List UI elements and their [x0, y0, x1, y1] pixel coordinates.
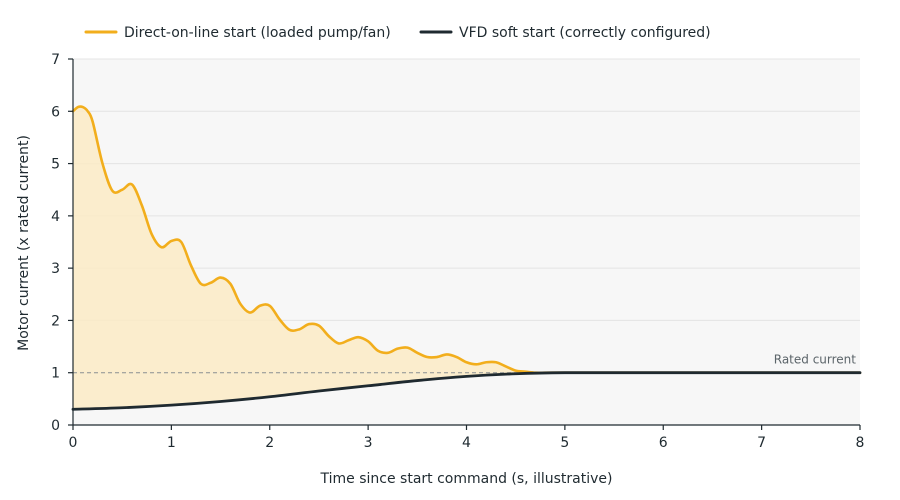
y-tick-label-4: 4 [51, 209, 60, 225]
x-tick-label-6: 6 [659, 435, 668, 451]
x-tick-label-1: 1 [167, 435, 176, 451]
x-tick-label-2: 2 [265, 435, 274, 451]
series-lines [71, 105, 862, 411]
legend-label-1: VFD soft start (correctly configured) [459, 25, 711, 41]
x-tick-label-8: 8 [856, 435, 865, 451]
x-tick-label-5: 5 [560, 435, 569, 451]
x-tick-label-4: 4 [462, 435, 471, 451]
y-tick-label-6: 6 [51, 104, 60, 120]
y-tick-label-5: 5 [51, 157, 60, 173]
rated-current-label: Rated current [774, 353, 857, 367]
dol-series-line [71, 105, 862, 375]
y-tick-label-3: 3 [51, 261, 60, 277]
series-areas [73, 106, 860, 410]
y-axis-title: Motor current (x rated current) [16, 135, 32, 351]
dol-area-fill [73, 106, 860, 410]
x-tick-label-0: 0 [69, 435, 78, 451]
legend: Direct-on-line start (loaded pump/fan) VF… [84, 25, 711, 41]
reference-line-group: Rated current [73, 353, 860, 374]
y-tick-label-1: 1 [51, 366, 60, 382]
vfd-series-line [71, 371, 862, 411]
y-tick-label-2: 2 [51, 313, 60, 329]
legend-label-0: Direct-on-line start (loaded pump/fan) [124, 25, 391, 41]
tick-labels: 0 1 2 3 4 5 6 7 8 0 1 2 3 4 5 6 7 [51, 52, 864, 451]
axes [68, 58, 861, 430]
y-tick-label-0: 0 [51, 418, 60, 434]
y-tick-label-7: 7 [51, 52, 60, 68]
x-tick-label-7: 7 [757, 435, 766, 451]
x-axis-title: Time since start command (s, illustrativ… [320, 471, 613, 487]
x-tick-label-3: 3 [364, 435, 373, 451]
